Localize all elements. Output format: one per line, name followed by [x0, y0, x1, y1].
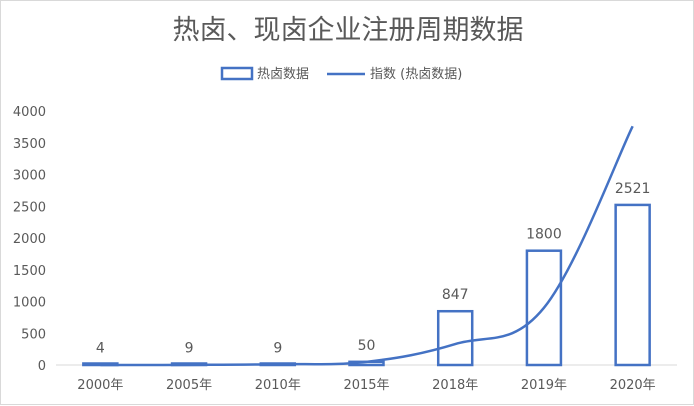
chart-title: 热卤、现卤企业注册周期数据 — [173, 15, 524, 46]
data-label: 9 — [273, 340, 282, 356]
y-axis: 0 500 1000 1500 2000 2500 3000 3500 4000 — [13, 105, 46, 374]
legend-bar-swatch — [220, 66, 254, 81]
y-tick-label: 2000 — [13, 232, 46, 247]
line-series — [100, 125, 634, 367]
x-tick-label: 2018年 — [432, 378, 478, 393]
y-tick-label: 2500 — [13, 200, 46, 215]
data-label: 4 — [96, 341, 105, 357]
x-tick-label: 2010年 — [255, 378, 301, 393]
bar — [436, 309, 474, 367]
data-label: 847 — [442, 287, 469, 303]
index-line — [100, 125, 634, 367]
legend: 热卤数据 指数 (热卤数据) — [220, 66, 462, 82]
legend-bar-label: 热卤数据 — [257, 66, 309, 82]
y-tick-label: 4000 — [13, 105, 46, 120]
data-label: 1800 — [526, 227, 562, 243]
y-tick-label: 3000 — [13, 169, 46, 184]
x-tick-label: 2000年 — [77, 378, 123, 393]
data-label: 50 — [358, 338, 376, 354]
y-tick-label: 500 — [21, 327, 46, 342]
x-tick-label: 2005年 — [166, 378, 212, 393]
x-tick-label: 2020年 — [610, 378, 656, 393]
bar — [614, 203, 651, 367]
x-axis: 2000年 2005年 2010年 2015年 2018年 2019年 2020年 — [56, 364, 677, 393]
y-tick-label: 0 — [38, 359, 46, 374]
legend-line-label: 指数 (热卤数据) — [370, 66, 462, 82]
y-tick-label: 1500 — [13, 264, 46, 279]
data-labels: 4 9 9 50 847 1800 2521 — [96, 181, 651, 357]
y-tick-label: 1000 — [13, 296, 46, 311]
data-label: 2521 — [615, 181, 651, 197]
y-tick-label: 3500 — [13, 137, 46, 152]
x-tick-label: 2015年 — [343, 378, 389, 393]
data-label: 9 — [185, 340, 194, 356]
x-tick-label: 2019年 — [521, 378, 567, 393]
